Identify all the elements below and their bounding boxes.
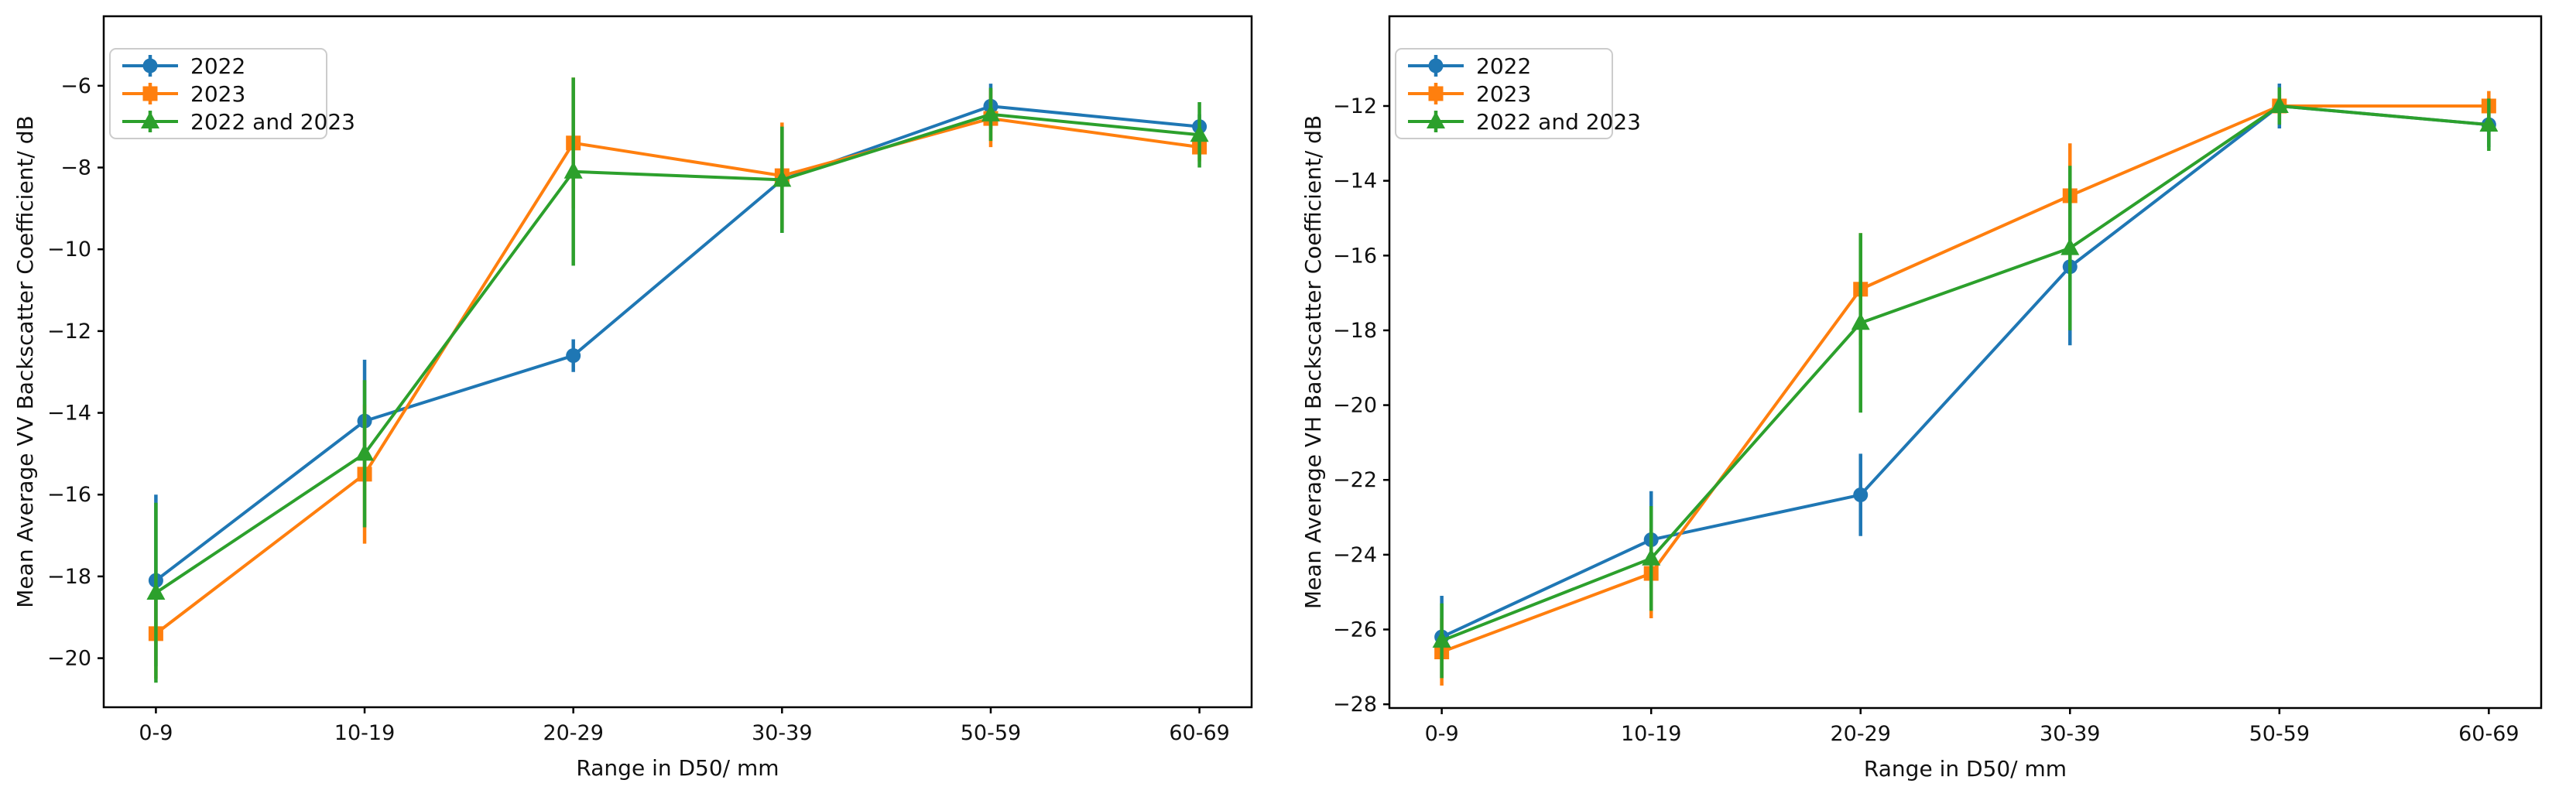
data-point-marker [1428,58,1444,74]
series-line [1440,104,2489,642]
legend-box [1395,48,1613,139]
data-point-marker [2269,95,2289,113]
y-tick-label: −20 [47,647,91,671]
data-point-marker [1432,631,1451,648]
y-tick-label: −12 [1333,94,1377,118]
y-tick-label: −26 [1333,618,1377,642]
legend-label: 2023 [190,81,245,107]
legend-label: 2022 [190,53,245,79]
x-tick-label: 10-19 [1621,722,1681,746]
y-tick-label: −8 [60,156,91,180]
series-2022-and-2023 [146,77,1209,683]
data-point-marker [1851,313,1870,330]
y-tick-label: −10 [47,238,91,262]
y-tick-label: −12 [47,320,91,344]
x-axis-label: Range in D50/ mm [1864,756,2067,782]
y-tick-label: −18 [47,565,91,589]
y-tick-label: −14 [47,402,91,426]
legend-label: 2023 [1476,81,1531,107]
x-tick-label: 30-39 [2040,722,2100,746]
x-tick-label: 50-59 [961,721,1021,745]
y-axis-label: Mean Average VV Backscatter Coefficient/… [12,115,38,607]
x-tick-label: 20-29 [543,721,603,745]
legend-label: 2022 and 2023 [190,109,355,135]
series-line [155,112,1200,594]
y-tick-label: −24 [1333,543,1377,567]
y-tick-label: −22 [1333,468,1377,492]
y-tick-label: −16 [47,483,91,507]
series-2022-and-2023 [1432,87,2499,679]
data-point-marker [1853,487,1869,503]
x-tick-label: 0-9 [139,721,173,745]
data-point-marker [564,161,583,179]
y-tick-label: −28 [1333,693,1377,717]
data-point-marker [146,583,166,600]
data-point-marker [355,443,375,461]
series-line [155,117,1200,635]
data-point-marker [566,348,581,364]
x-tick-label: 60-69 [1169,721,1229,745]
data-point-marker [141,111,159,128]
x-tick-label: 0-9 [1425,722,1459,746]
legend-box [109,48,327,139]
legend-label: 2022 [1476,53,1531,79]
legend-label: 2022 and 2023 [1476,109,1641,135]
data-point-marker [1428,86,1444,101]
x-tick-label: 20-29 [1830,722,1890,746]
data-point-marker [142,86,158,101]
series-line [1440,104,2489,654]
chart-vh-backscatter: −12 −14 −16 −18 −20 −22 −24 −26 −28 0-9 10-19 20-29… [1300,15,2543,782]
data-point-marker [2060,238,2080,255]
data-point-marker [1642,548,1661,566]
y-axis-label: Mean Average VH Backscatter Coefficient/… [1300,115,1326,609]
data-point-marker [1427,111,1445,128]
chart-vv-backscatter: −6 −8 −10 −12 −14 −16 −18 −20 0-9 10-19 20-29 30-39… [12,15,1253,781]
y-tick-label: −6 [60,74,91,98]
y-tick-label: −14 [1333,169,1377,193]
data-point-marker [772,169,792,187]
y-tick-label: −16 [1333,244,1377,268]
data-point-marker [981,104,1000,121]
y-tick-label: −20 [1333,394,1377,418]
data-point-marker [142,58,158,74]
x-tick-label: 60-69 [2458,722,2519,746]
x-axis-label: Range in D50/ mm [576,755,779,781]
data-point-marker [1190,125,1209,142]
x-tick-label: 50-59 [2249,722,2310,746]
y-tick-label: −18 [1333,319,1377,343]
data-point-marker [2479,115,2499,132]
series-line [155,104,1200,582]
x-tick-label: 10-19 [334,721,395,745]
x-tick-label: 30-39 [752,721,812,745]
